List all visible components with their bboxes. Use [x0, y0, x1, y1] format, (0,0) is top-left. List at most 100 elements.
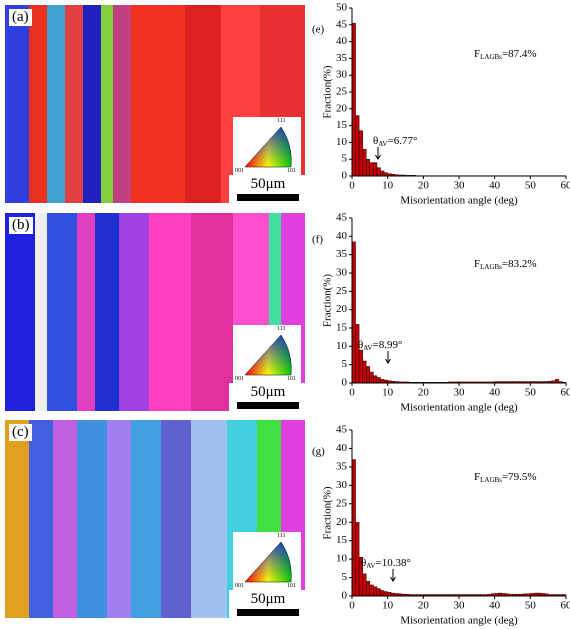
annotation-rest: =10.38°: [376, 557, 411, 569]
x-tick-label: 40: [489, 600, 501, 612]
bar: [362, 573, 367, 597]
arrow-head: [375, 154, 381, 160]
histogram: 0 5 10 15 20 25 30 35 40 45 0 10 20 30 40 50 60 Misorient…: [312, 212, 570, 414]
bar: [369, 584, 374, 597]
bar: [358, 349, 363, 384]
x-tick-label: 20: [418, 180, 430, 192]
y-tick-label: 5: [342, 571, 348, 583]
bar: [366, 158, 371, 177]
annotation-main: θ: [361, 557, 366, 569]
x-axis-label: Misorientation angle (deg): [400, 195, 518, 207]
panel-label: (c): [9, 424, 32, 441]
y-tick-label: 45: [336, 212, 348, 224]
ipf-label: 111: [277, 118, 286, 124]
scale-label: 50μm: [250, 384, 286, 400]
y-tick-label: 10: [336, 340, 348, 352]
bar: [387, 592, 392, 597]
annotation-rest: =6.77°: [388, 135, 418, 147]
bar: [351, 459, 356, 597]
ipf-label: 101: [287, 376, 296, 382]
bar: [383, 591, 388, 597]
y-tick-label: 35: [336, 460, 348, 472]
bar: [369, 371, 374, 384]
y-tick-label: 20: [336, 303, 348, 315]
annotation: FLAGBs=83.2%: [474, 258, 537, 271]
y-tick-label: 35: [336, 248, 348, 260]
ipf-shade: [245, 335, 292, 375]
x-tick-label: 60: [561, 600, 570, 612]
bar: [355, 115, 360, 177]
y-tick-label: 40: [336, 230, 348, 242]
bar: [376, 377, 381, 384]
panel-label: (a): [9, 9, 32, 26]
annotation-subscript: AV: [378, 140, 387, 148]
ipf-triangle-svg: [244, 541, 292, 583]
y-tick-label: 25: [336, 497, 348, 509]
y-tick-label: 0: [342, 170, 348, 182]
y-tick-label: 40: [336, 35, 348, 47]
x-tick-label: 50: [525, 387, 537, 399]
bar: [351, 241, 356, 384]
x-axis-label: Misorientation angle (deg): [400, 615, 518, 627]
bar: [373, 586, 378, 597]
bar: [369, 162, 374, 177]
y-tick-label: 30: [336, 479, 348, 491]
bar: [555, 379, 560, 384]
bar: [358, 130, 363, 177]
x-tick-label: 50: [525, 180, 537, 192]
y-tick-label: 35: [336, 52, 348, 64]
x-tick-label: 60: [561, 387, 570, 399]
annotation-subscript: LAGBs: [480, 476, 502, 484]
bar: [376, 588, 381, 597]
ipf-label: 111: [277, 326, 286, 332]
y-axis-label: Fraction(%): [322, 274, 334, 327]
y-tick-label: 0: [342, 590, 348, 602]
x-tick-label: 30: [454, 387, 466, 399]
ipf-label: 001: [235, 583, 244, 589]
x-tick-label: 0: [349, 387, 355, 399]
y-tick-label: 20: [336, 102, 348, 114]
annotation-subscript: LAGBs: [480, 53, 502, 61]
ipf-label: 101: [287, 583, 296, 589]
ebsd-map: (a) 111 001 101 50μm: [5, 5, 305, 203]
scale-label: 50μm: [250, 176, 286, 192]
x-tick-label: 10: [382, 600, 394, 612]
annotation-rest: =83.2%: [502, 258, 537, 270]
annotation: FLAGBs=79.5%: [474, 471, 537, 484]
bar: [383, 172, 388, 177]
annotation-rest: =87.4%: [502, 48, 537, 60]
x-tick-label: 40: [489, 387, 501, 399]
arrow-head: [385, 358, 391, 364]
histogram: 0 5 10 15 20 25 30 35 40 45 50 0 10 20 30 40 50 60 Misorie…: [312, 2, 570, 207]
annotation-subscript: LAGBs: [480, 263, 502, 271]
scale-bar: [237, 609, 299, 616]
ipf-label: 101: [287, 168, 296, 174]
bar: [362, 360, 367, 384]
scale-label: 50μm: [250, 591, 286, 607]
annotation: θAV=8.99°: [358, 339, 402, 352]
bar: [362, 148, 367, 177]
annotation-main: F: [474, 471, 480, 483]
y-tick-label: 30: [336, 267, 348, 279]
annotation-rest: =8.99°: [373, 339, 403, 351]
ebsd-map: (c) 111 001 101 50μm: [5, 420, 305, 618]
y-tick-label: 15: [336, 534, 348, 546]
annotation-rest: =79.5%: [502, 471, 537, 483]
scale-bar: [237, 194, 299, 201]
annotation: θAV=6.77°: [373, 135, 417, 148]
ipf-label: 111: [277, 533, 286, 539]
y-tick-label: 30: [336, 69, 348, 81]
ipf-label: 001: [235, 168, 244, 174]
bar: [376, 167, 381, 177]
bar: [380, 590, 385, 597]
y-tick-label: 50: [336, 2, 348, 14]
x-tick-label: 50: [525, 600, 537, 612]
annotation-main: θ: [373, 135, 378, 147]
histogram: 0 5 10 15 20 25 30 35 40 45 0 10 20 30 40 50 60 Misorient…: [312, 424, 570, 627]
x-tick-label: 20: [418, 387, 430, 399]
ipf-label: 001: [235, 376, 244, 382]
x-tick-label: 30: [454, 180, 466, 192]
y-axis-label: Fraction(%): [322, 65, 334, 118]
panel-label: (g): [312, 446, 325, 458]
